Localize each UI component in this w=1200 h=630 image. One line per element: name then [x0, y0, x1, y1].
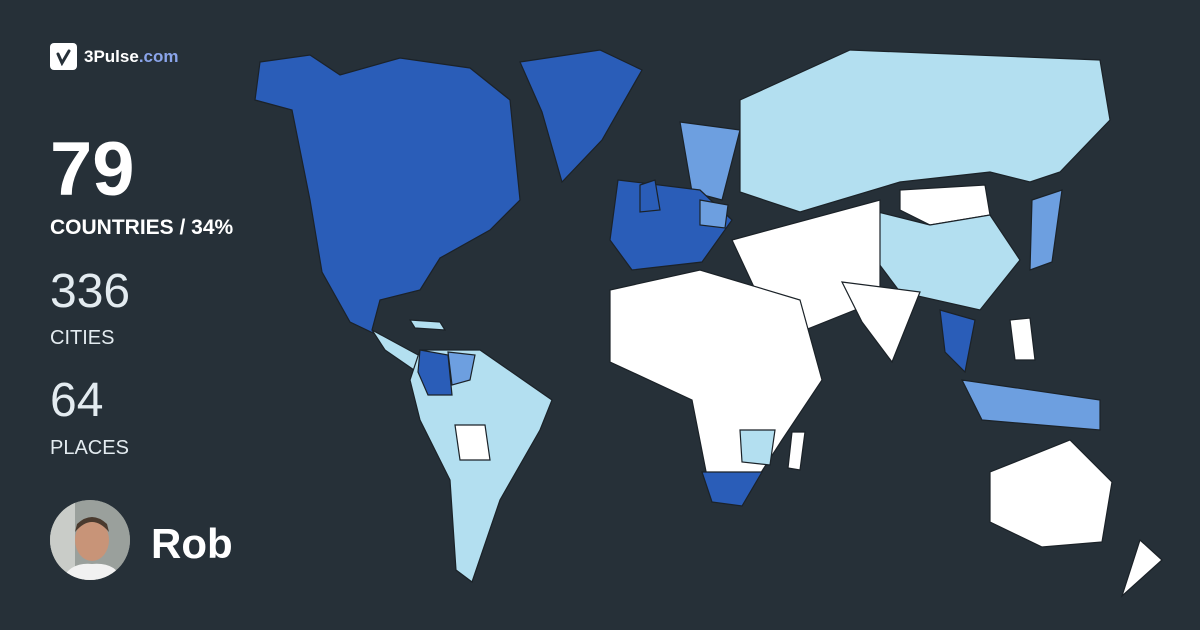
user-name: Rob: [151, 520, 233, 567]
countries-count: 79: [50, 127, 135, 212]
avatar[interactable]: [50, 500, 130, 580]
checkmark-pulse-logo-icon: [50, 43, 77, 70]
mozambique[interactable]: [739, 429, 776, 466]
philippines[interactable]: [1009, 317, 1036, 361]
japan[interactable]: [1029, 189, 1063, 271]
cities-count: 336: [50, 265, 131, 318]
madagascar[interactable]: [787, 431, 806, 471]
russia[interactable]: [739, 49, 1111, 213]
brand-logo[interactable]: 3Pulse.com: [50, 43, 179, 70]
south-america[interactable]: [409, 349, 553, 583]
central-america[interactable]: [371, 329, 421, 371]
places-label: PLACES: [50, 437, 129, 459]
brand-name: 3Pulse.com: [84, 46, 179, 66]
countries-label: COUNTRIES / 34%: [50, 216, 234, 239]
australia[interactable]: [989, 439, 1113, 548]
scandinavia[interactable]: [679, 121, 741, 201]
places-count: 64: [50, 374, 104, 427]
venezuela[interactable]: [447, 351, 476, 386]
indonesia[interactable]: [960, 379, 1101, 431]
greenland[interactable]: [519, 49, 643, 184]
colombia[interactable]: [417, 349, 453, 396]
uk[interactable]: [639, 179, 661, 213]
india[interactable]: [840, 281, 921, 364]
thailand[interactable]: [939, 309, 976, 374]
north-america[interactable]: [254, 54, 521, 343]
bolivia[interactable]: [454, 424, 491, 461]
south-africa[interactable]: [701, 471, 764, 507]
caribbean[interactable]: [408, 319, 447, 331]
poland[interactable]: [699, 199, 729, 229]
cities-label: CITIES: [50, 327, 115, 349]
new-zealand[interactable]: [1120, 538, 1163, 598]
